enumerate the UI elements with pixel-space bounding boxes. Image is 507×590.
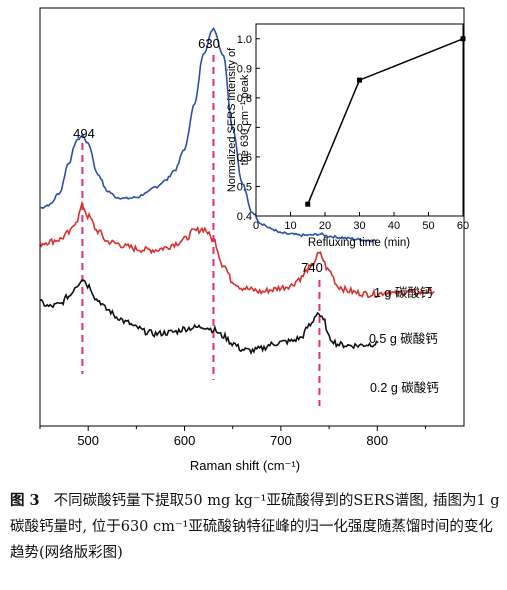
main-x-tick-label: 700	[270, 433, 292, 448]
inset-y-tick-label: 0.4	[237, 211, 252, 223]
inset-y-tick-label: 1.0	[237, 34, 252, 46]
legend-0.2g: 0.2 g 碳酸钙	[370, 380, 439, 395]
inset-x-tick-label: 10	[284, 220, 296, 232]
main-plot-frame	[39, 7, 465, 427]
raman-chart: 500 600 700 800 Raman shift (cm⁻¹) 494 630 …	[39, 7, 469, 473]
spectra-group	[39, 26, 435, 356]
inset-x-tick-label: 0	[253, 220, 259, 232]
spectrum-line-2	[39, 279, 378, 356]
spectrum-line-0	[39, 26, 377, 243]
inset-x-tick-label: 20	[319, 220, 331, 232]
peak-label-740: 740	[301, 260, 323, 275]
legend-1g: 1 g 碳酸钙	[374, 285, 432, 300]
legend-0.5g: 0.5 g 碳酸钙	[369, 331, 438, 346]
main-x-axis-label: Raman shift (cm⁻¹)	[190, 458, 300, 473]
peak-markers	[81, 55, 321, 406]
inset-y-axis-label-line1: Normalized SERS intensity of	[226, 47, 238, 192]
inset-x-tick-label: 50	[422, 220, 434, 232]
inset-y-axis-label: Normalized SERS intensity of the 630 cm⁻…	[226, 47, 251, 192]
peak-label-494: 494	[73, 126, 95, 141]
main-x-tick-label: 800	[366, 433, 388, 448]
inset-plot-frame	[255, 23, 464, 217]
inset-axes: 0 10 20 30 40 50 60 0.4 0.5 0.6 0.7 0.8 0.9 1.0	[237, 34, 469, 232]
inset-y-axis-label-line2: the 630 cm⁻¹ peak	[239, 74, 251, 165]
caption-label: 图 3	[10, 492, 40, 509]
main-x-tick-label: 600	[174, 433, 196, 448]
main-x-axis: 500 600 700 800	[39, 426, 426, 448]
peak-label-630: 630	[198, 36, 220, 51]
inset-x-tick-label: 60	[457, 220, 469, 232]
inset-y-tick-label: 0.8	[237, 93, 252, 105]
figure: 500 600 700 800 Raman shift (cm⁻¹) 494 630 …	[39, 7, 469, 473]
inset-y-tick-label: 0.5	[237, 181, 252, 193]
inset-point	[305, 201, 311, 207]
figure-caption: 图 3 不同碳酸钙量下提取50 mg kg⁻¹亚硫酸得到的SERS谱图, 插图为1…	[10, 488, 500, 566]
inset-y-tick-label: 0.6	[237, 152, 252, 164]
spectrum-line-1	[39, 200, 435, 298]
inset-x-tick-label: 40	[388, 220, 400, 232]
inset-x-axis-label: Refluxing time (min)	[308, 237, 410, 249]
caption-text: 不同碳酸钙量下提取50 mg kg⁻¹亚硫酸得到的SERS谱图, 插图为1 g碳…	[10, 493, 500, 561]
inset-series	[305, 36, 466, 207]
inset-point	[460, 36, 466, 42]
main-x-tick-label: 500	[77, 433, 99, 448]
inset-x-tick-label: 30	[353, 220, 365, 232]
inset-y-tick-label: 0.7	[237, 122, 252, 134]
inset-y-tick-label: 0.9	[237, 63, 252, 75]
inset-point	[357, 77, 362, 83]
